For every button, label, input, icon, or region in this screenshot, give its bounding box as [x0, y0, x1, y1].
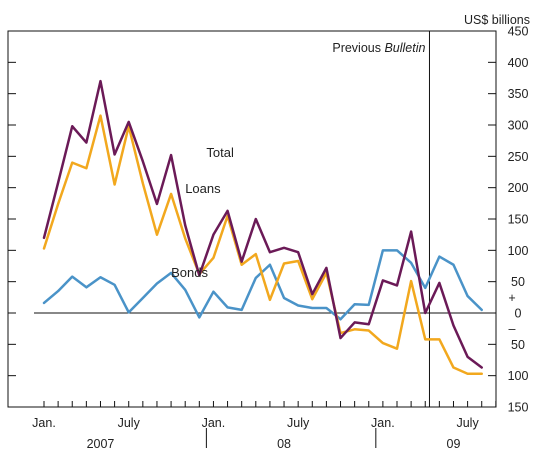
- x-year-label: 2007: [87, 437, 115, 450]
- x-month-label: July: [456, 416, 479, 430]
- x-year-label: 09: [447, 437, 461, 450]
- previous-bulletin-prefix: Previous: [332, 41, 384, 55]
- y-tick-label: 50: [511, 338, 525, 352]
- x-month-label: Jan.: [32, 416, 56, 430]
- y-axis-unit-label: US$ billions: [464, 13, 530, 27]
- y-axis-right: 450 400 350 300 250 200 150 100 50 0 50 100 150 US$ b…: [8, 13, 530, 415]
- labels-group: Total Loans Bonds: [171, 145, 234, 280]
- x-year-label: 08: [277, 437, 291, 450]
- y-tick-label: 400: [508, 56, 529, 70]
- previous-bulletin-label: Previous Bulletin: [332, 41, 425, 55]
- series-label-bonds: Bonds: [171, 265, 208, 280]
- series-group: [42, 79, 483, 376]
- series-label-loans: Loans: [185, 181, 221, 196]
- y-tick-label: 450: [508, 25, 529, 39]
- x-month-label: Jan.: [371, 416, 395, 430]
- y-tick-label: 150: [508, 213, 529, 227]
- x-month-label: Jan.: [202, 416, 226, 430]
- negative-sign: –: [509, 322, 516, 336]
- y-tick-label: 350: [508, 87, 529, 101]
- series-label-total: Total: [206, 145, 234, 160]
- x-month-label: July: [118, 416, 141, 430]
- series-line-bonds: [42, 249, 483, 321]
- y-tick-label: 300: [508, 119, 529, 133]
- y-tick-label: 150: [508, 401, 529, 415]
- y-tick-label: 100: [508, 369, 529, 383]
- y-tick-label: 250: [508, 150, 529, 164]
- y-tick-label: 50: [511, 275, 525, 289]
- series-line-total: [42, 79, 483, 369]
- y-tick-label: 100: [508, 244, 529, 258]
- previous-bulletin-italic: Bulletin: [384, 41, 425, 55]
- annotation-group: Previous Bulletin: [332, 31, 430, 407]
- y-tick-label: 0: [515, 307, 522, 321]
- y-tick-label: 200: [508, 181, 529, 195]
- positive-sign: +: [508, 291, 515, 305]
- x-month-label: July: [287, 416, 310, 430]
- series-line-loans: [42, 114, 483, 376]
